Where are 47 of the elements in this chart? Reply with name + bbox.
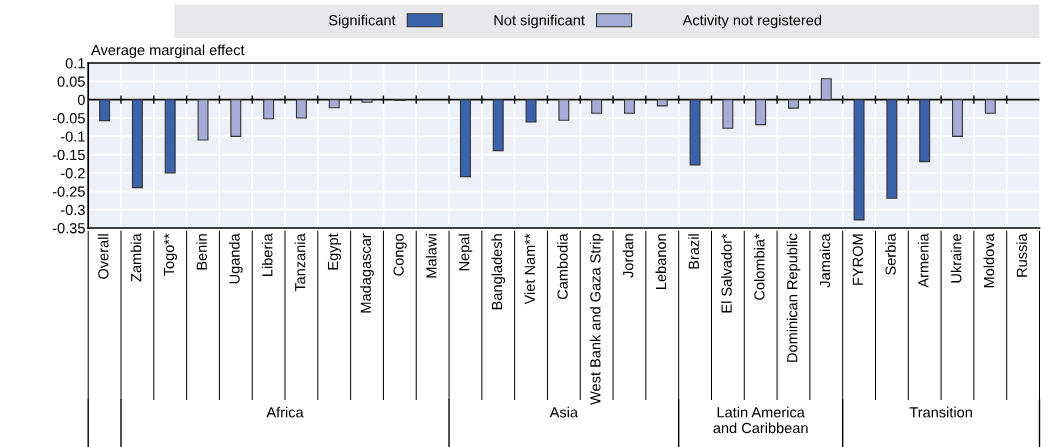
x-tick-label: Madagascar (360, 233, 374, 313)
y-tick-label: -0.3 (60, 204, 85, 216)
text: Asia (549, 406, 579, 418)
x-tick-label: Benin (196, 234, 207, 270)
text: Africa (266, 406, 304, 418)
y-tick-label: -0.25 (52, 186, 85, 197)
x-tick-label: Jamaica (819, 233, 831, 288)
x-tick-label: Liberia (261, 233, 273, 276)
x-tick-label: Nepal (458, 234, 473, 271)
x-tick-label: Overall (97, 234, 109, 279)
x-tick-label: Tanzania (294, 233, 306, 292)
x-tick-label: Congo (393, 233, 407, 276)
y-tick-label: -0.15 (52, 149, 85, 161)
text: Transition (909, 406, 972, 418)
x-tick-label: Bangladesh (491, 234, 506, 310)
y-tick-label: -0.05 (52, 113, 85, 124)
x-tick-label: Colombia* (753, 233, 765, 300)
text: Latin America and Caribbean (713, 406, 808, 434)
y-tick-label: 0 (77, 94, 85, 106)
y-axis-title: Average marginal effect (91, 44, 245, 59)
x-tick-label: Cambodia (557, 233, 568, 300)
y-tick-label: -0.1 (60, 131, 85, 142)
x-tick-label: El Salvador* (721, 233, 732, 313)
x-tick-label: Brazil (688, 234, 699, 269)
x-tick-label: Moldova (983, 233, 995, 288)
x-tick-label: Lebanon (655, 234, 667, 289)
x-tick-label: Ukraine (950, 233, 962, 283)
text: Activity not registered (682, 14, 822, 29)
x-tick-label: West Bank and Gaza Strip (589, 233, 604, 405)
x-tick-label: Malawi (425, 234, 437, 278)
y-tick-label: 0.1 (65, 58, 85, 69)
y-tick-label: -0.35 (52, 223, 85, 234)
legend-label: Significant (328, 14, 396, 29)
x-tick-label: Viet Nam** (524, 233, 535, 305)
y-tick-label: 0.05 (57, 76, 85, 87)
x-tick-label: Serbia (885, 233, 896, 275)
x-tick-label: Zambia (130, 233, 142, 282)
x-tick-label: FYROM (852, 234, 863, 285)
y-tick-label: -0.2 (60, 168, 85, 179)
x-tick-label: Uganda (229, 233, 243, 284)
x-tick-label: Jordan (622, 234, 634, 278)
x-tick-label: Armenia (917, 233, 929, 288)
x-tick-label: Togo** (163, 233, 178, 276)
x-tick-label: Russia (1016, 233, 1028, 277)
legend-label: Not significant (494, 14, 585, 29)
x-tick-label: Dominican Republic (786, 233, 801, 362)
x-tick-label: Egypt (327, 233, 342, 270)
